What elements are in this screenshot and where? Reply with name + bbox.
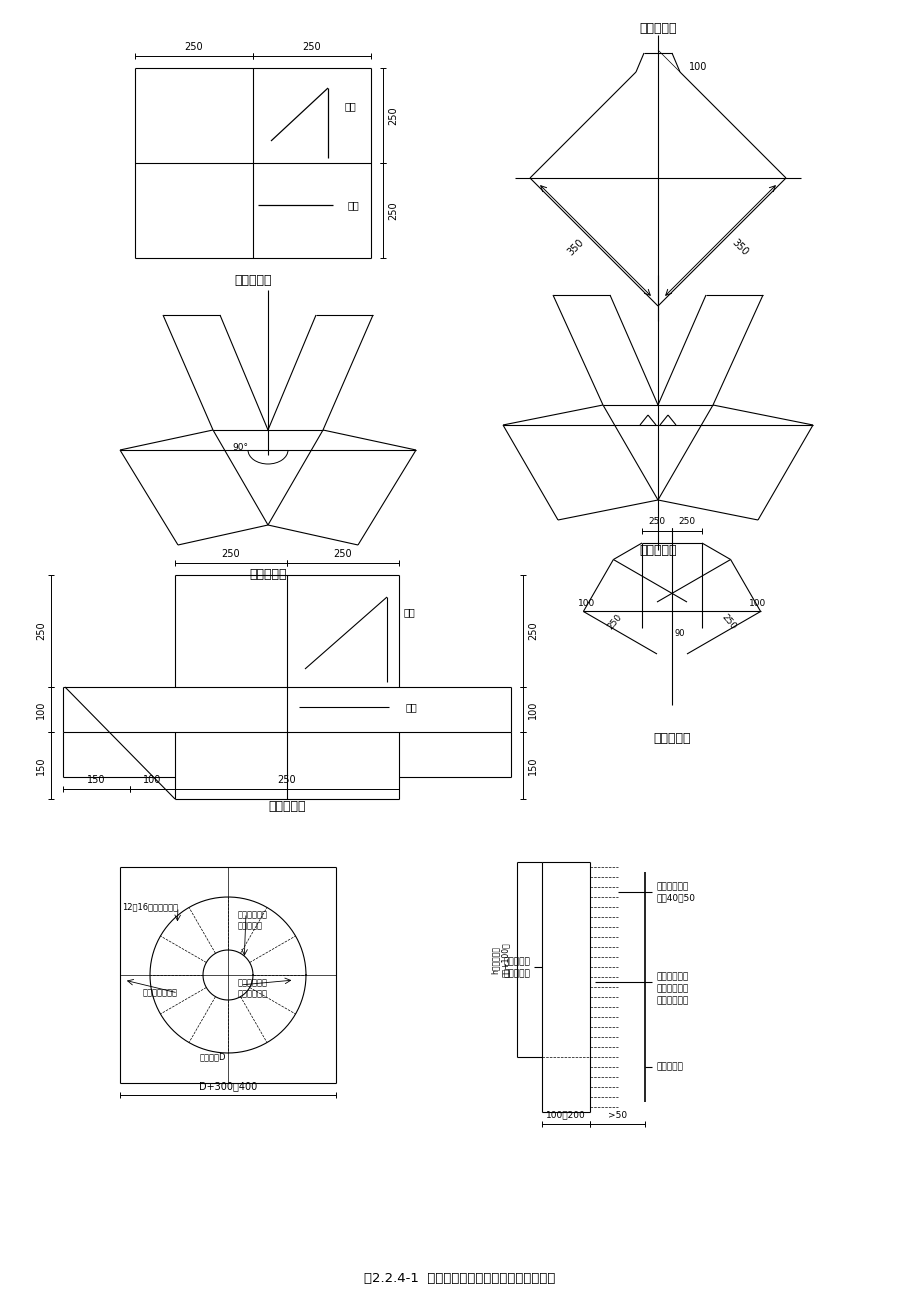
- Text: 250: 250: [334, 549, 352, 559]
- Text: 剪口范围D: 剪口范围D: [199, 1052, 226, 1061]
- Text: 折线: 折线: [403, 607, 414, 617]
- Text: 100: 100: [528, 700, 538, 719]
- Text: 粘贴于管壁: 粘贴于管壁: [656, 1062, 683, 1072]
- Text: 250: 250: [606, 612, 623, 631]
- Text: 阴角折裁图: 阴角折裁图: [268, 801, 305, 814]
- Text: 250: 250: [388, 107, 398, 125]
- Text: 尖形叶片粘贴: 尖形叶片粘贴: [238, 910, 267, 919]
- Text: 阳角折裁图: 阳角折裁图: [234, 273, 271, 286]
- Text: 折线: 折线: [344, 102, 356, 111]
- Text: 150: 150: [528, 756, 538, 775]
- Text: 阴角组体图: 阴角组体图: [652, 732, 690, 745]
- Text: 250: 250: [388, 202, 398, 220]
- Text: 折线与管根: 折线与管根: [503, 957, 529, 966]
- Text: 等分叶片弯折: 等分叶片弯折: [656, 973, 688, 982]
- Text: h（管道外径
周长+100）: h（管道外径 周长+100）: [490, 943, 509, 976]
- Text: 250: 250: [278, 775, 296, 785]
- Text: 圆形折线与管: 圆形折线与管: [238, 979, 267, 987]
- Text: 350: 350: [729, 237, 749, 256]
- Text: 图2.2.4-1  阴阳角及管道根部卷材附加层裁剪图: 图2.2.4-1 阴阳角及管道根部卷材附加层裁剪图: [364, 1272, 555, 1285]
- Text: 于管壁外壁: 于管壁外壁: [238, 922, 263, 931]
- Text: 阴角线重合: 阴角线重合: [503, 970, 529, 979]
- Text: 100: 100: [577, 599, 595, 608]
- Text: 根阴角线重合: 根阴角线重合: [238, 990, 267, 999]
- Text: 阳角附加图: 阳角附加图: [639, 22, 676, 34]
- Text: 250: 250: [221, 549, 240, 559]
- Text: 100: 100: [36, 700, 46, 719]
- Text: 250: 250: [677, 517, 695, 526]
- Text: 100～200: 100～200: [546, 1111, 585, 1120]
- Text: 100: 100: [748, 599, 766, 608]
- Text: 100: 100: [143, 775, 162, 785]
- Text: 粘贴于侧墙基面: 粘贴于侧墙基面: [142, 988, 177, 997]
- Text: 阳角组体图: 阳角组体图: [639, 543, 676, 556]
- Text: 250: 250: [302, 42, 321, 52]
- Text: 后呈放射状粘: 后呈放射状粘: [656, 984, 688, 993]
- Text: 阳角折式图: 阳角折式图: [249, 569, 287, 582]
- Text: 90: 90: [674, 629, 685, 638]
- Text: D+300～400: D+300～400: [199, 1081, 256, 1091]
- Text: 250: 250: [528, 621, 538, 641]
- Text: 裁线: 裁线: [404, 702, 416, 712]
- Text: 350: 350: [565, 237, 585, 256]
- Text: 剪切等分虚线: 剪切等分虚线: [656, 883, 688, 892]
- Text: 250: 250: [648, 517, 664, 526]
- Text: 贴于侧墙基面: 贴于侧墙基面: [656, 996, 688, 1005]
- Text: 间距40～50: 间距40～50: [656, 893, 696, 902]
- Text: >50: >50: [607, 1111, 627, 1120]
- Text: 150: 150: [87, 775, 106, 785]
- Text: 90°: 90°: [232, 444, 248, 453]
- Text: 250: 250: [185, 42, 203, 52]
- Text: 12或16等分裁断虚线: 12或16等分裁断虚线: [121, 902, 177, 911]
- Text: 100: 100: [688, 62, 707, 72]
- Text: 裁线: 裁线: [346, 201, 358, 210]
- Text: 250: 250: [719, 612, 737, 631]
- Text: 250: 250: [36, 621, 46, 641]
- Text: 150: 150: [36, 756, 46, 775]
